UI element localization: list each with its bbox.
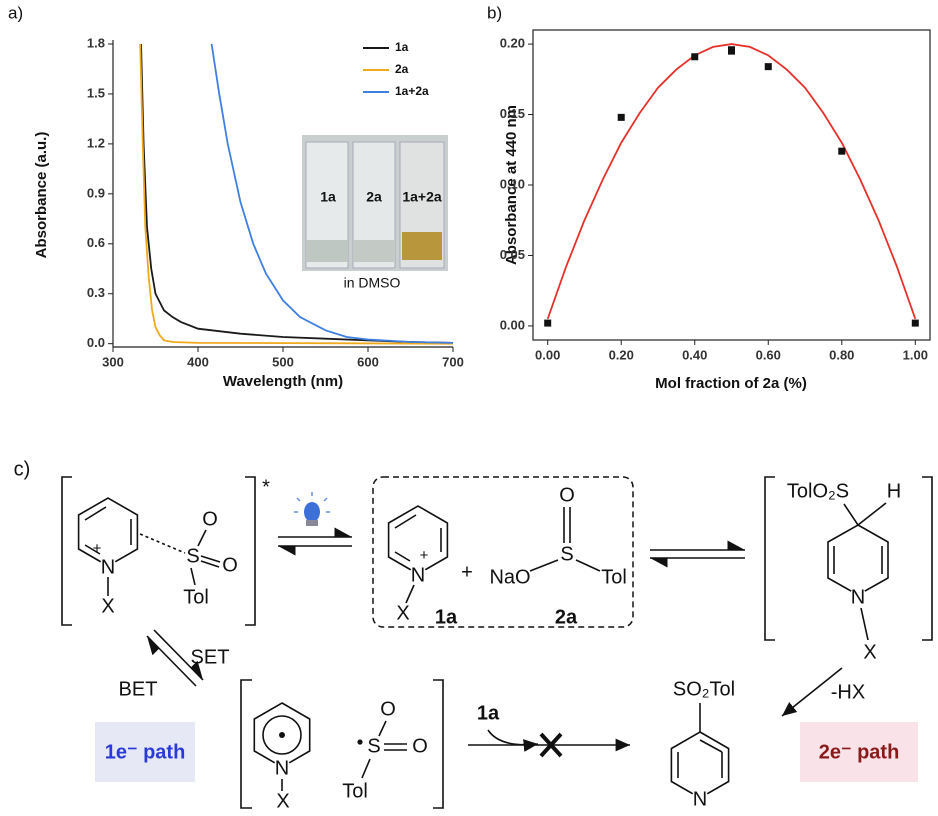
y-tick-label: 0.20: [500, 36, 525, 51]
atom: N: [411, 564, 425, 586]
x-axis-label: Mol fraction of 2a (%): [655, 375, 807, 392]
x-tick-label: 0.20: [609, 347, 634, 362]
atom: N: [851, 586, 865, 608]
plot-area: [546, 43, 917, 320]
x-tick-label: 0.40: [682, 347, 707, 362]
atom: Tol: [342, 780, 368, 802]
data-point: [728, 47, 735, 55]
x-tick-label: 0.00: [535, 347, 560, 362]
y-tick-label: 1.8: [87, 35, 105, 50]
panel-label: b): [487, 3, 502, 22]
legend-label: 1a+2a: [395, 84, 429, 98]
atom: S: [186, 545, 199, 567]
x-tick-label: 0.80: [829, 347, 854, 362]
atom: X: [101, 595, 114, 617]
x-axis-label: Wavelength (nm): [223, 373, 343, 390]
inset-caption: in DMSO: [344, 275, 401, 291]
light-icon: [294, 492, 330, 526]
atom: O: [559, 484, 575, 506]
atom: H: [887, 480, 901, 502]
atom: Tol: [601, 566, 627, 588]
inset-label: 1a+2a: [402, 189, 442, 205]
label: SET: [191, 646, 230, 668]
data-point: [911, 319, 919, 327]
path-label: 1e⁻ path: [105, 741, 186, 763]
data-point: [838, 147, 846, 155]
data-point: [617, 113, 625, 121]
y-tick-label: 0.3: [87, 285, 105, 300]
atom: O: [412, 735, 428, 757]
x-tick-label: 0.60: [756, 347, 781, 362]
atom: X: [396, 602, 409, 624]
charge: +: [420, 547, 429, 564]
x-tick-label: 1.00: [903, 347, 928, 362]
series-line: [210, 43, 454, 344]
legend-label: 1a: [395, 40, 409, 54]
y-tick-label: 0.15: [500, 106, 525, 121]
scheme: c) * N + X S O O Tol N + X 1a + NaO S O …: [14, 458, 933, 812]
atom: N: [693, 788, 707, 810]
plot-frame: [532, 29, 931, 341]
y-tick-label: 1.2: [87, 135, 105, 150]
atom: N: [275, 757, 289, 779]
data-point: [691, 53, 699, 61]
label: -HX: [831, 681, 865, 703]
legend-label: 2a: [395, 62, 409, 76]
charge: +: [93, 540, 102, 557]
x-tick-label: 600: [357, 354, 379, 369]
y-tick-label: 1.5: [87, 85, 105, 100]
series-line: [140, 43, 454, 344]
compound-label: 1a: [435, 606, 458, 628]
data-point: [764, 63, 772, 71]
x-tick-label: 700: [442, 354, 464, 369]
atom: O: [380, 698, 396, 720]
label: *: [262, 476, 270, 498]
compound-label: 1a: [477, 702, 500, 724]
y-tick-label: 0.05: [500, 247, 525, 262]
plot-area: [139, 43, 454, 345]
atom: S: [560, 543, 573, 565]
y-tick-label: 0.10: [500, 176, 525, 191]
y-tick-label: 0.00: [500, 317, 525, 332]
atom: SO₂Tol: [673, 678, 735, 700]
atom: S: [367, 735, 380, 757]
y-axis-label: Absorbance (a.u.): [33, 132, 50, 259]
y-tick-label: 0.6: [87, 235, 105, 250]
x-tick-label: 400: [187, 354, 209, 369]
atom: Tol: [183, 586, 209, 608]
path-label: 2e⁻ path: [819, 741, 900, 763]
inset-label: 1a: [320, 189, 336, 205]
compound-label: 2a: [555, 606, 578, 628]
x-tick-label: 500: [272, 354, 294, 369]
series-line: [546, 43, 917, 320]
y-tick-label: 0.0: [87, 335, 105, 350]
inset-photo: [302, 135, 448, 271]
data-point: [544, 319, 552, 327]
series-line: [139, 43, 454, 345]
inset-label: 2a: [366, 189, 382, 205]
panel-label: c): [14, 458, 31, 480]
x-tick-label: 300: [102, 354, 124, 369]
atom: TolO₂S: [787, 480, 849, 502]
plus: +: [461, 561, 473, 583]
label: BET: [119, 678, 158, 700]
atom: N: [101, 556, 115, 578]
atom: O: [222, 554, 238, 576]
panel-label: a): [8, 3, 23, 22]
y-tick-label: 0.9: [87, 185, 105, 200]
atom: NaO: [489, 566, 530, 588]
atom: X: [863, 641, 876, 663]
y-axis-label: Absorbance at 440 nm: [503, 105, 520, 265]
atom: X: [276, 790, 289, 812]
atom: O: [202, 508, 218, 530]
